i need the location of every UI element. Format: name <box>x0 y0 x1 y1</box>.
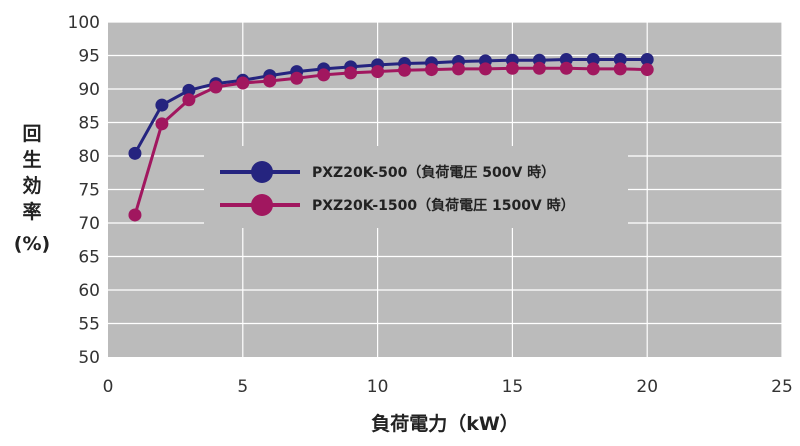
data-point <box>317 68 331 82</box>
data-point <box>155 117 169 131</box>
legend-marker <box>251 161 273 183</box>
legend-label: PXZ20K-1500（負荷電圧 1500V 時） <box>312 197 575 214</box>
x-tick-label: 10 <box>367 377 389 397</box>
legend-item: PXZ20K-1500（負荷電圧 1500V 時） <box>220 194 575 216</box>
data-point <box>425 63 439 77</box>
y-tick-label: 50 <box>78 348 100 368</box>
y-tick-label: 65 <box>78 248 100 268</box>
data-point <box>290 71 304 85</box>
x-tick-label: 15 <box>502 377 524 397</box>
data-point <box>371 65 385 79</box>
legend-label: PXZ20K-500（負荷電圧 500V 時） <box>312 164 555 181</box>
data-point <box>128 208 142 222</box>
legend-marker <box>251 194 273 216</box>
data-point <box>398 63 412 77</box>
x-axis-title: 負荷電力（kW） <box>371 412 519 435</box>
data-point <box>451 62 465 76</box>
data-point <box>640 63 654 77</box>
data-point <box>559 61 573 75</box>
data-point <box>505 61 519 75</box>
y-tick-label: 100 <box>68 13 100 33</box>
data-point <box>478 62 492 76</box>
y-axis-title-part: 回 <box>22 123 41 145</box>
y-tick-label: 55 <box>78 315 100 335</box>
x-tick-label: 25 <box>771 377 793 397</box>
data-point <box>586 53 600 67</box>
data-point <box>182 83 196 97</box>
y-tick-label: 70 <box>78 214 100 234</box>
y-tick-label: 75 <box>78 181 100 201</box>
series-group <box>128 53 654 222</box>
data-point <box>613 62 627 76</box>
series-2 <box>128 61 654 222</box>
legend: PXZ20K-500（負荷電圧 500V 時） PXZ20K-1500（負荷電圧 … <box>204 146 628 228</box>
x-tick-label: 0 <box>103 377 114 397</box>
y-tick-label: 60 <box>78 281 100 301</box>
x-tick-label: 20 <box>636 377 658 397</box>
y-axis-title-part: (%) <box>14 233 50 255</box>
legend-item: PXZ20K-500（負荷電圧 500V 時） <box>220 161 555 183</box>
data-point <box>532 61 546 75</box>
x-tick-label: 5 <box>237 377 248 397</box>
data-point <box>155 98 169 112</box>
y-tick-label: 90 <box>78 80 100 100</box>
data-point <box>613 53 627 67</box>
data-point <box>586 62 600 76</box>
data-point <box>640 53 654 67</box>
data-point <box>209 80 223 94</box>
data-point <box>182 93 196 107</box>
y-axis-ticks: 50 55 60 65 70 75 80 85 90 95 100 <box>68 13 100 368</box>
y-axis-title-part: 効 <box>22 174 41 197</box>
data-point <box>128 146 142 160</box>
y-tick-label: 85 <box>78 114 100 134</box>
data-point <box>344 66 358 80</box>
data-point <box>263 74 277 88</box>
y-tick-label: 95 <box>78 47 100 67</box>
y-tick-label: 80 <box>78 147 100 167</box>
y-axis-title-part: 率 <box>22 200 41 223</box>
data-point <box>236 76 250 90</box>
x-axis-ticks: 0 5 10 15 20 25 <box>103 377 793 397</box>
y-axis-title-part: 生 <box>22 148 41 171</box>
legend-box <box>204 146 628 228</box>
